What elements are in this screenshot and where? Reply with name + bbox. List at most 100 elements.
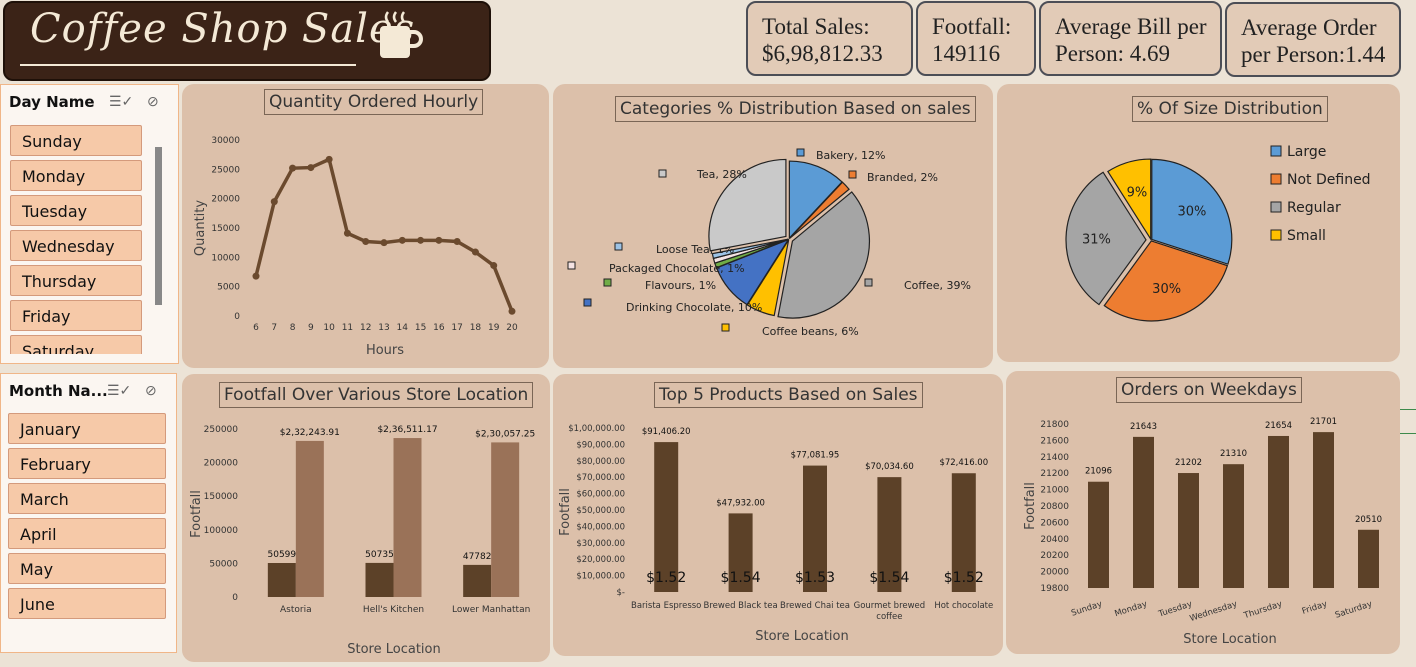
footfall-bar-chart: 0 50000 100000 150000 200000 250000 50599 $2,32… <box>182 374 550 662</box>
weekday-bar-chart: 1980020000202002040020600208002100021200… <box>1006 371 1400 654</box>
month-item-april[interactable]: April <box>8 518 166 549</box>
month-item-june[interactable]: June <box>8 588 166 619</box>
y-tick-label: $60,000.00 <box>576 490 625 500</box>
weekday-chart-title: Orders on Weekdays <box>1116 377 1302 403</box>
legend-marker <box>584 299 591 306</box>
size-slice-label: 30% <box>1152 282 1181 297</box>
size-slice-label: 31% <box>1082 232 1111 247</box>
hourly-point <box>381 239 388 246</box>
month-item-february[interactable]: February <box>8 448 166 479</box>
y-tick-label: 20000 <box>1040 568 1069 578</box>
hourly-point <box>472 249 479 256</box>
bar-value-label: 50735 <box>365 550 394 560</box>
footfall-bar <box>268 563 296 597</box>
slice-label: Coffee, 39% <box>904 279 971 292</box>
bar-inner-label: $1.52 <box>944 570 984 586</box>
y-tick-label: $30,000.00 <box>576 539 625 549</box>
x-tick-label: Sunday <box>1070 599 1103 618</box>
x-tick-label: 6 <box>253 323 259 333</box>
footfall-bar <box>296 441 324 597</box>
slice-label: Flavours, 1% <box>645 279 716 292</box>
day-item-sunday[interactable]: Sunday <box>10 125 142 156</box>
day-slicer-title: Day Name <box>9 93 95 111</box>
x-tick-label: 20 <box>506 323 518 333</box>
bar-value-label: $47,932.00 <box>716 498 765 508</box>
y-tick-label: 100000 <box>204 526 239 536</box>
x-tick-label: Lower Manhattan <box>452 605 530 615</box>
legend-label: Not Defined <box>1287 172 1371 188</box>
x-tick-label: coffee <box>876 612 902 622</box>
x-tick-label: Gourmet brewed <box>854 601 926 611</box>
hourly-line-chart: 0500010000150002000025000300006 7 8 9 10 11 12… <box>182 84 549 368</box>
legend-marker <box>1271 230 1281 240</box>
slice-label: Packaged Chocolate, 1% <box>609 262 745 275</box>
y-axis-label: Quantity <box>193 200 208 256</box>
y-tick-label: $- <box>617 588 625 598</box>
category-pie-chart: Bakery, 12%Branded, 2%Coffee, 39%Coffee … <box>553 84 993 368</box>
kpi-total-sales: Total Sales: $6,98,812.33 <box>746 1 913 76</box>
hourly-chart-title: Quantity Ordered Hourly <box>264 89 483 115</box>
day-item-monday[interactable]: Monday <box>10 160 142 191</box>
legend-marker <box>865 279 872 286</box>
multi-select-icon[interactable]: ☰✓ <box>107 382 131 399</box>
bar-inner-label: $1.54 <box>721 570 761 586</box>
day-slicer-items: Sunday Monday Tuesday Wednesday Thursday… <box>1 122 180 354</box>
x-tick-label: Hell's Kitchen <box>363 605 424 615</box>
month-name-slicer: Month Na... ☰✓ ⊘ January February March … <box>0 373 177 653</box>
hourly-point <box>435 237 442 244</box>
legend-marker <box>1271 174 1281 184</box>
slice-label: Tea, 28% <box>696 168 747 181</box>
bar-value-label: $70,034.60 <box>865 462 914 472</box>
bar-value-label: 21643 <box>1130 422 1157 432</box>
footfall-chart-title: Footfall Over Various Store Location <box>219 382 533 408</box>
bar-inner-label: $1.53 <box>795 570 835 586</box>
day-item-wednesday[interactable]: Wednesday <box>10 230 142 261</box>
title-underline <box>20 64 356 66</box>
products-panel: $- $10,000.00 $20,000.00 $30,000.00 $40,000.… <box>553 374 1003 656</box>
bar-inner-label: $1.54 <box>869 570 909 586</box>
x-tick-label: Astoria <box>280 605 312 615</box>
y-tick-label: 10000 <box>211 253 240 263</box>
day-item-thursday[interactable]: Thursday <box>10 265 142 296</box>
legend-marker <box>1271 202 1281 212</box>
weekday-panel: 19800 20000 20200 20400 20600 20800 21000 21200… <box>1006 371 1400 654</box>
bar-value-label: 50599 <box>268 550 297 560</box>
products-bar-chart: $-$10,000.00$20,000.00$30,000.00$40,000.… <box>553 374 1003 656</box>
x-tick-label: 16 <box>433 323 445 333</box>
y-tick-label: $70,000.00 <box>576 473 625 483</box>
x-tick-label: Tuesday <box>1156 599 1193 620</box>
x-tick-label: Saturday <box>1334 599 1374 620</box>
dashboard-title: Coffee Shop Sales <box>30 6 415 52</box>
y-tick-label: 250000 <box>204 425 239 435</box>
bar-value-label: 47782 <box>463 552 492 562</box>
x-tick-label: 7 <box>271 323 277 333</box>
footfall-bar <box>491 442 519 597</box>
x-tick-label: 14 <box>397 323 409 333</box>
footfall-bar <box>463 565 491 597</box>
x-tick-label: Hot chocolate <box>934 601 993 611</box>
size-chart-title: % Of Size Distribution <box>1132 96 1328 122</box>
y-tick-label: 30000 <box>211 136 240 146</box>
y-tick-label: $1,00,000.00 <box>568 424 625 434</box>
hourly-point <box>326 156 333 163</box>
bar-value-label: 21096 <box>1085 467 1112 477</box>
multi-select-icon[interactable]: ☰✓ <box>109 93 133 110</box>
clear-filter-icon[interactable]: ⊘ <box>145 382 157 399</box>
day-item-tuesday[interactable]: Tuesday <box>10 195 142 226</box>
month-item-march[interactable]: March <box>8 483 166 514</box>
x-tick-label: Thursday <box>1242 599 1284 621</box>
day-item-friday[interactable]: Friday <box>10 300 142 331</box>
month-item-january[interactable]: January <box>8 413 166 444</box>
y-tick-label: 20800 <box>1040 502 1069 512</box>
y-tick-label: 20400 <box>1040 535 1069 545</box>
hourly-point <box>271 198 278 205</box>
day-item-saturday[interactable]: Saturday <box>10 335 142 354</box>
x-tick-label: Monday <box>1113 599 1148 619</box>
y-tick-label: 21200 <box>1040 469 1069 479</box>
month-item-may[interactable]: May <box>8 553 166 584</box>
weekday-bar <box>1358 530 1379 588</box>
x-tick-label: Brewed Chai tea <box>780 601 850 611</box>
legend-marker <box>722 324 729 331</box>
clear-filter-icon[interactable]: ⊘ <box>147 93 159 110</box>
weekday-bar <box>1088 482 1109 588</box>
